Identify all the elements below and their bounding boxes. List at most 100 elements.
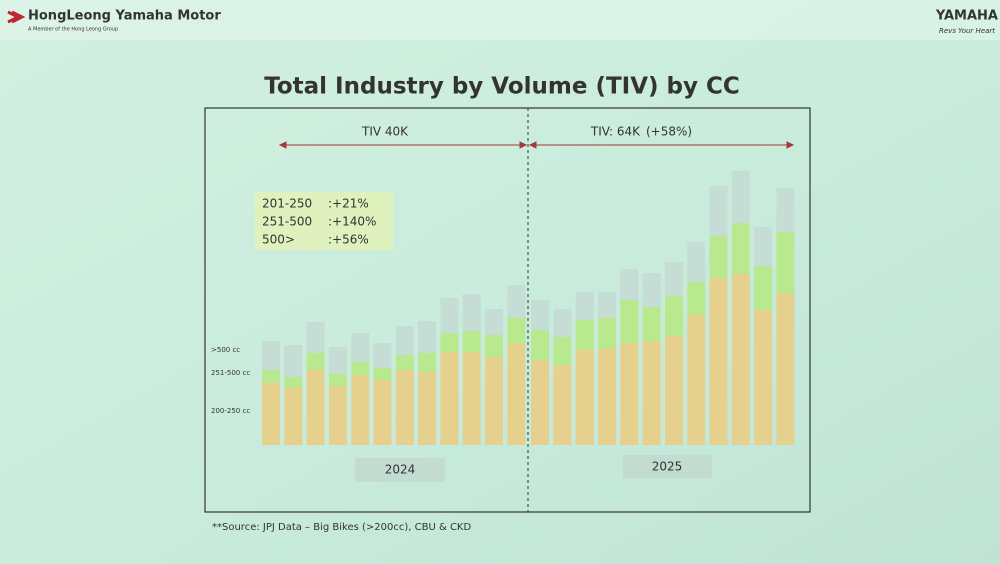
growth-cell: 201-250 <box>262 197 312 211</box>
bar-segment <box>306 322 325 353</box>
bar-segment <box>709 186 728 236</box>
source: **Source: JPJ Data – Big Bikes (>200cc),… <box>212 522 471 533</box>
growth-box <box>255 192 393 250</box>
bar-segment <box>373 368 392 380</box>
bar-segment <box>462 352 481 445</box>
bar-segment <box>575 292 594 320</box>
bar-segment <box>485 309 503 335</box>
year-box <box>623 455 712 478</box>
bar-segment <box>418 353 437 372</box>
slogan: Revs Your Heart <box>939 27 995 35</box>
bar-segment <box>598 348 616 445</box>
bar-segment <box>687 315 706 445</box>
bar-segment <box>262 383 280 445</box>
header-band <box>0 0 1000 40</box>
period-label: TIV: 64K <box>590 125 641 139</box>
bar-segment <box>284 388 303 445</box>
bar-segment <box>440 298 459 333</box>
bar-segment <box>418 321 437 353</box>
bar-segment <box>754 227 773 266</box>
bar-segment <box>531 330 550 360</box>
bar-segment <box>462 294 481 331</box>
bar-segment <box>664 262 683 296</box>
bar-segment <box>776 188 795 232</box>
bar-segment <box>754 266 773 310</box>
bar-segment <box>664 336 683 445</box>
bar-segment <box>709 236 728 278</box>
bar-segment <box>395 355 414 370</box>
bar-segment <box>687 282 706 315</box>
bar-segment <box>620 300 639 343</box>
bar-segment <box>754 310 773 445</box>
bar-segment <box>553 337 572 365</box>
bar-segment <box>351 333 370 362</box>
legend-label: 251-500 cc <box>211 369 250 377</box>
bar-segment <box>731 274 750 445</box>
growth-cell: 500> <box>262 233 295 247</box>
bar-segment <box>262 341 280 370</box>
bar-segment <box>328 386 347 445</box>
bar-segment <box>709 278 728 445</box>
bar-segment <box>418 372 437 445</box>
bar-segment <box>776 232 795 293</box>
bar-segment <box>284 345 303 377</box>
bar-segment <box>531 300 550 330</box>
bar-segment <box>507 285 526 318</box>
bar-segment <box>440 333 459 352</box>
bar-segment <box>351 362 370 375</box>
growth-table: 201-250:+21% 251-500:+140% 500>:+56% <box>262 197 376 247</box>
bar-segment <box>373 343 392 368</box>
bar-segment <box>620 269 639 300</box>
bar-segment <box>598 318 616 348</box>
bar-segment <box>776 293 795 445</box>
growth-cell: 251-500 <box>262 215 312 229</box>
bar-segment <box>598 292 616 318</box>
bar-segment <box>620 343 639 445</box>
brand-icon <box>7 10 26 24</box>
bar-segment <box>507 318 526 343</box>
bar-segment <box>328 374 347 386</box>
bar-segment <box>553 309 572 337</box>
growth-cell: :+21% <box>328 197 369 211</box>
legend-label: >500 cc <box>211 346 240 354</box>
logo: YAMAHA <box>935 9 998 24</box>
bar-segment <box>485 335 503 357</box>
bar-segment <box>642 307 661 341</box>
bar-segment <box>328 347 347 374</box>
growth-cell: :+56% <box>328 233 369 247</box>
bar-segment <box>306 353 325 370</box>
bar-segment <box>575 350 594 445</box>
bar-segment <box>575 320 594 350</box>
period-label: TIV 40K <box>361 125 409 139</box>
bar-segment <box>395 326 414 355</box>
bar-segment <box>731 223 750 274</box>
bar-segment <box>262 370 280 383</box>
chart-frame <box>204 107 811 513</box>
bar-segment <box>284 377 303 388</box>
bar-segment <box>373 380 392 445</box>
chart-title: Total Industry by Volume (TIV) by CC <box>264 74 740 100</box>
bar-segment <box>531 360 550 445</box>
brand-sub: A Member of the Hong Leong Group <box>28 27 118 33</box>
bar-segment <box>507 343 526 445</box>
year-label: 2024 <box>385 463 416 477</box>
legend-label: 200-250 cc <box>211 407 250 415</box>
bar-segment <box>731 171 750 223</box>
year-box <box>355 458 445 482</box>
bar-segment <box>306 370 325 445</box>
bar-segment <box>553 365 572 445</box>
year-label: 2025 <box>652 460 683 474</box>
bar-segment <box>440 352 459 445</box>
period-change: (+58%) <box>646 125 692 139</box>
period-arrows <box>278 141 795 149</box>
bar-segment <box>462 331 481 352</box>
bar-segment <box>485 357 503 445</box>
bar-segment <box>642 273 661 307</box>
bar-segment <box>395 370 414 445</box>
brand: HongLeong Yamaha Motor <box>28 9 221 24</box>
bar-segment <box>664 296 683 336</box>
bar-segment <box>642 341 661 445</box>
